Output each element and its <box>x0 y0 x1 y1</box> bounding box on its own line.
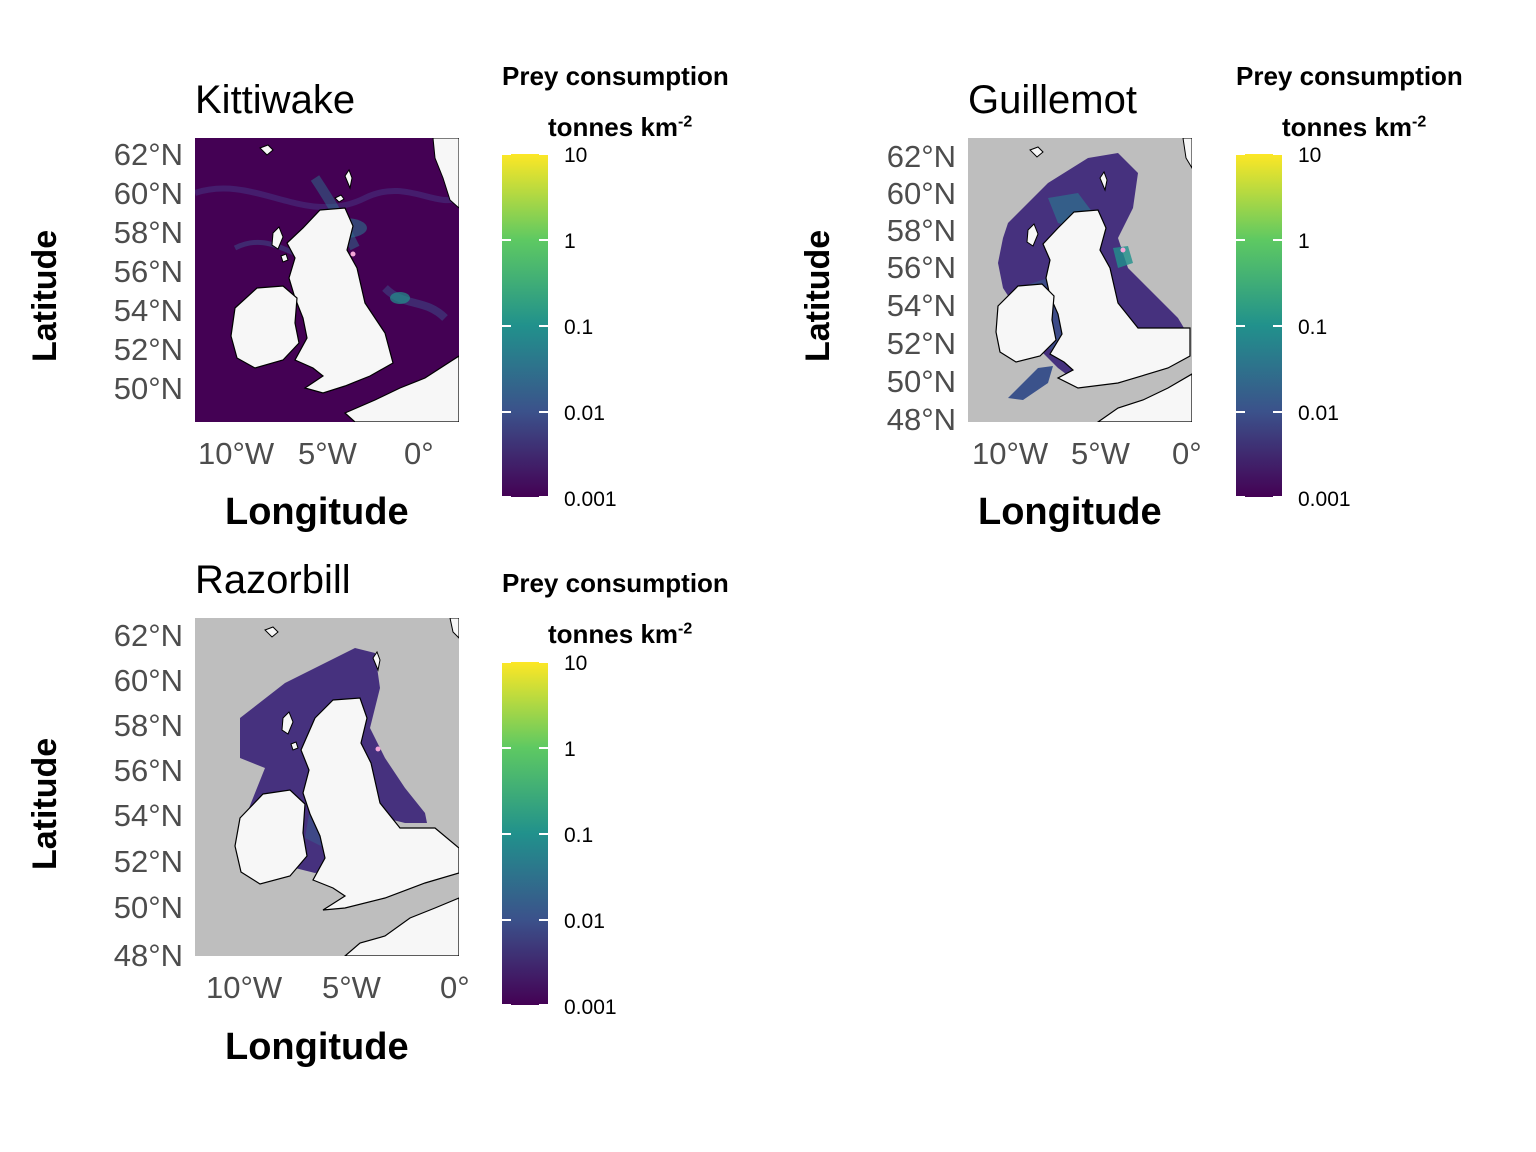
legend-title-line1: Prey consumption <box>502 61 729 91</box>
legend-label: 1 <box>564 230 576 253</box>
legend-title-line2: tonnes km-2 <box>548 619 693 649</box>
x-tick-label: 5°W <box>298 436 357 471</box>
y-tick-label: 56°N <box>113 753 183 788</box>
legend-colorbar <box>1236 153 1282 498</box>
legend-title-line2: tonnes km-2 <box>1282 112 1427 142</box>
y-tick-label: 48°N <box>886 402 956 437</box>
panel-title: Razorbill <box>195 558 351 602</box>
x-axis-label: Longitude <box>225 1026 409 1068</box>
y-tick-label: 60°N <box>886 176 956 211</box>
legend-label: 0.01 <box>564 910 605 933</box>
y-axis-label: Latitude <box>26 737 64 870</box>
y-axis-label: Latitude <box>799 229 837 362</box>
y-tick-label: 52°N <box>113 332 183 367</box>
panel-title: Guillemot <box>968 78 1137 122</box>
legend-label: 10 <box>564 652 588 675</box>
y-tick-label: 56°N <box>113 254 183 289</box>
y-tick-label: 48°N <box>113 938 183 973</box>
x-axis-label: Longitude <box>225 491 409 533</box>
x-tick-label: 0° <box>1172 436 1202 471</box>
legend-label: 0.1 <box>564 824 594 847</box>
y-tick-label: 60°N <box>113 663 183 698</box>
y-tick-label: 52°N <box>113 844 183 879</box>
guillemot-map <box>968 138 1192 422</box>
legend-label: 0.1 <box>1298 316 1328 339</box>
legend-label: 1 <box>1298 230 1310 253</box>
y-tick-label: 62°N <box>113 137 183 172</box>
x-tick-label: 0° <box>440 970 470 1005</box>
legend-title-line1: Prey consumption <box>1236 61 1463 91</box>
x-tick-label: 10°W <box>198 436 275 471</box>
legend-label: 0.01 <box>564 402 605 425</box>
y-axis-label: Latitude <box>26 229 64 362</box>
kittiwake-map <box>195 138 459 422</box>
y-tick-label: 62°N <box>113 618 183 653</box>
legend-title-line2: tonnes km-2 <box>548 112 693 142</box>
y-tick-label: 50°N <box>113 890 183 925</box>
legend-title-line1: Prey consumption <box>502 568 729 598</box>
legend-label: 10 <box>1298 144 1322 167</box>
y-tick-label: 52°N <box>886 326 956 361</box>
legend-colorbar <box>502 661 548 1006</box>
legend-label: 10 <box>564 144 588 167</box>
legend-label: 0.001 <box>1298 488 1351 511</box>
y-tick-label: 54°N <box>113 798 183 833</box>
x-tick-label: 5°W <box>1071 436 1130 471</box>
x-tick-label: 10°W <box>972 436 1049 471</box>
y-tick-label: 54°N <box>886 288 956 323</box>
y-tick-label: 58°N <box>113 215 183 250</box>
y-tick-label: 50°N <box>886 364 956 399</box>
y-tick-label: 60°N <box>113 176 183 211</box>
x-tick-label: 10°W <box>206 970 283 1005</box>
legend-label: 1 <box>564 738 576 761</box>
legend-label: 0.001 <box>564 996 617 1019</box>
y-tick-label: 62°N <box>886 139 956 174</box>
panel-title: Kittiwake <box>195 78 356 122</box>
legend-label: 0.1 <box>564 316 594 339</box>
razorbill-map <box>195 618 459 956</box>
legend-colorbar <box>502 153 548 498</box>
legend-label: 0.01 <box>1298 402 1339 425</box>
y-tick-label: 58°N <box>886 213 956 248</box>
y-tick-label: 56°N <box>886 250 956 285</box>
x-tick-label: 5°W <box>322 970 381 1005</box>
y-tick-label: 54°N <box>113 293 183 328</box>
x-tick-label: 0° <box>404 436 434 471</box>
x-axis-label: Longitude <box>978 491 1162 533</box>
y-tick-label: 58°N <box>113 708 183 743</box>
legend-label: 0.001 <box>564 488 617 511</box>
y-tick-label: 50°N <box>113 371 183 406</box>
